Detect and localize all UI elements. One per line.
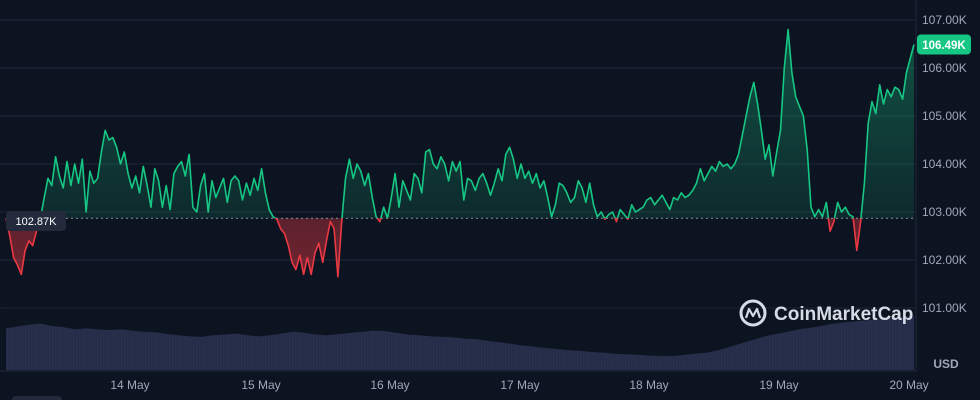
y-tick-label: 105.00K — [922, 109, 967, 123]
price-area-above-reference — [6, 29, 914, 219]
x-tick-label: 18 May — [629, 378, 668, 392]
y-tick-label: 101.00K — [922, 301, 967, 315]
x-axis: 14 May 15 May 16 May 17 May 18 May 19 May 20 M… — [110, 378, 928, 392]
y-tick-label: 106.00K — [922, 61, 967, 75]
coinmarketcap-watermark: CoinMarketCap — [739, 299, 913, 327]
y-axis: 101.00K 102.00K 103.00K 104.00K 105.00K 106.0… — [922, 13, 967, 315]
x-tick-label: 15 May — [241, 378, 280, 392]
current-price-label: 106.49K — [922, 40, 966, 52]
coinmarketcap-logo-icon — [739, 299, 767, 327]
price-series — [5, 28, 916, 278]
y-tick-label: 104.00K — [922, 157, 967, 171]
x-tick-label: 16 May — [370, 378, 409, 392]
price-line-above-reference — [5, 28, 915, 219]
reference-price-label: 102.87K — [16, 216, 58, 228]
y-tick-label: 103.00K — [922, 205, 967, 219]
scroll-handle[interactable] — [12, 396, 62, 400]
x-tick-label: 14 May — [110, 378, 149, 392]
y-tick-label: 102.00K — [922, 253, 967, 267]
x-tick-label: 17 May — [500, 378, 539, 392]
volume-bars — [5, 302, 914, 370]
x-tick-label: 19 May — [759, 378, 798, 392]
x-tick-label: 20 May — [889, 378, 928, 392]
reference-price-badge: 102.87K — [6, 211, 66, 231]
current-price-badge: 106.49K — [917, 34, 971, 55]
watermark-text: CoinMarketCap — [774, 304, 913, 325]
currency-unit-label: USD — [933, 357, 959, 371]
y-tick-label: 107.00K — [922, 13, 967, 27]
volume-area — [6, 316, 914, 370]
